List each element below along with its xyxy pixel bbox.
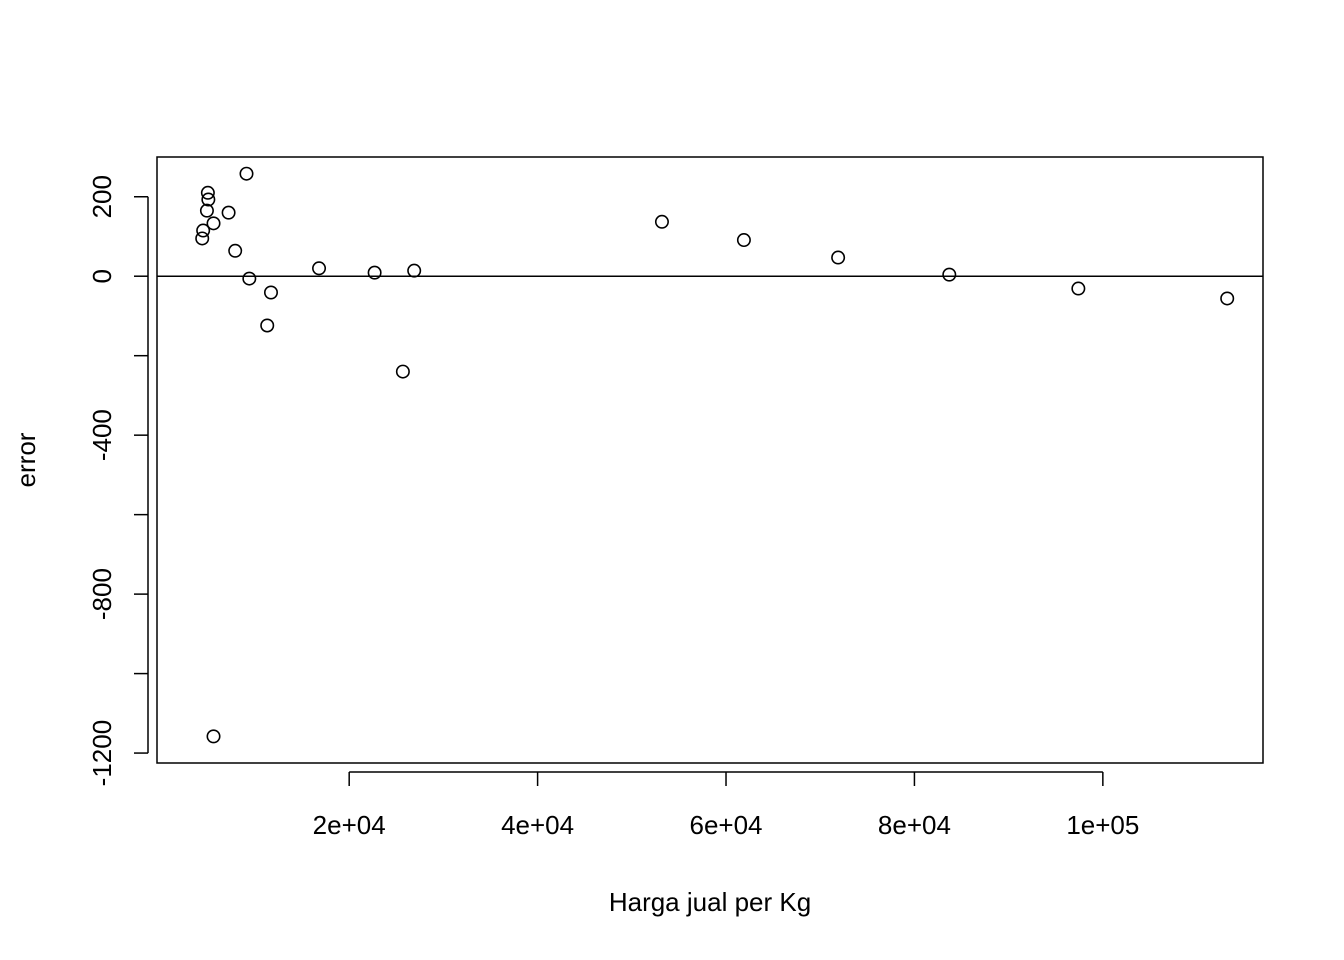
data-point: [221, 205, 236, 220]
y-tick-label: -800: [87, 568, 117, 620]
x-tick-label: 4e+04: [501, 810, 574, 840]
data-point: [367, 265, 382, 280]
data-point: [196, 223, 211, 238]
data-point: [263, 285, 278, 300]
data-point: [407, 263, 422, 278]
data-point: [228, 243, 243, 258]
data-point: [206, 216, 221, 231]
data-point: [736, 233, 751, 248]
data-point: [201, 192, 216, 207]
x-axis-label: Harga jual per Kg: [609, 887, 811, 917]
y-tick-label: -1200: [87, 720, 117, 787]
data-point: [1220, 291, 1235, 306]
x-tick-label: 6e+04: [689, 810, 762, 840]
data-point: [199, 203, 214, 218]
y-axis: -1200 -800 -400 0 200: [87, 175, 149, 787]
data-point: [831, 250, 846, 265]
x-tick-label: 1e+05: [1066, 810, 1139, 840]
data-point: [242, 271, 257, 286]
x-tick-label: 2e+04: [313, 810, 386, 840]
data-point: [200, 185, 215, 200]
data-point: [1071, 281, 1086, 296]
y-tick-label: -400: [87, 409, 117, 461]
data-point: [942, 267, 957, 282]
y-tick-label: 0: [87, 269, 117, 283]
data-point: [654, 214, 669, 229]
y-tick-label: 200: [87, 175, 117, 218]
plot-area-box: [156, 156, 1264, 764]
data-point: [239, 166, 254, 181]
x-axis: 2e+04 4e+04 6e+04 8e+04 1e+05: [313, 771, 1139, 840]
x-tick-label: 8e+04: [878, 810, 951, 840]
data-point: [312, 261, 327, 276]
data-point: [206, 729, 221, 744]
data-point: [395, 364, 410, 379]
data-points: [195, 166, 1235, 744]
data-point: [195, 231, 210, 246]
y-axis-label: error: [11, 432, 41, 487]
data-point: [260, 318, 275, 333]
